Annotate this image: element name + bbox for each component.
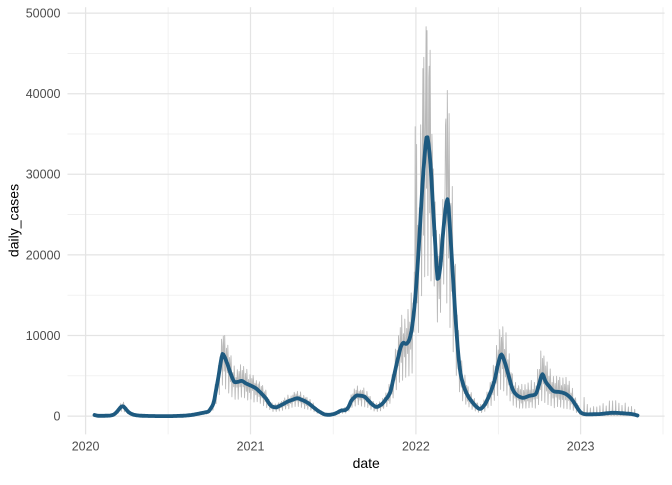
svg-text:0: 0: [54, 410, 61, 424]
svg-text:40000: 40000: [26, 87, 61, 101]
svg-text:2020: 2020: [72, 440, 100, 454]
svg-text:50000: 50000: [26, 7, 61, 21]
svg-text:2022: 2022: [402, 440, 430, 454]
svg-text:10000: 10000: [26, 329, 61, 343]
svg-text:daily_cases: daily_cases: [5, 184, 21, 257]
svg-text:20000: 20000: [26, 248, 61, 262]
svg-text:date: date: [353, 455, 380, 471]
svg-text:2023: 2023: [567, 440, 595, 454]
svg-text:2021: 2021: [237, 440, 265, 454]
svg-text:30000: 30000: [26, 168, 61, 182]
